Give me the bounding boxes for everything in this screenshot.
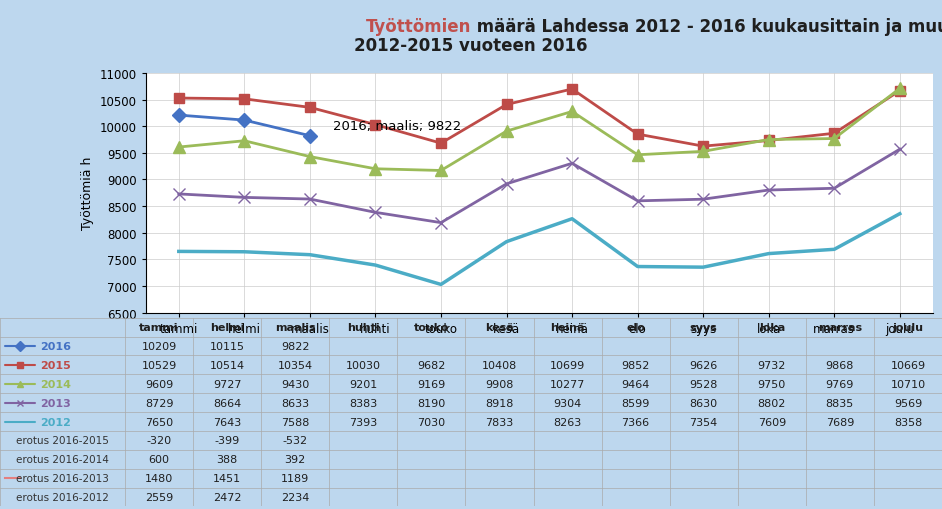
Text: marras: marras: [818, 323, 862, 332]
Text: 10669: 10669: [890, 360, 926, 370]
Text: 1451: 1451: [213, 473, 241, 483]
Text: erotus 2016-2012: erotus 2016-2012: [16, 492, 109, 502]
Text: 388: 388: [217, 455, 237, 464]
Text: 9908: 9908: [485, 379, 513, 389]
Text: 9304: 9304: [553, 398, 581, 408]
Text: 8383: 8383: [349, 398, 378, 408]
Text: 7643: 7643: [213, 417, 241, 427]
Text: 10209: 10209: [141, 342, 177, 351]
Text: 7366: 7366: [622, 417, 650, 427]
Text: syys: syys: [690, 323, 718, 332]
Text: 1480: 1480: [145, 473, 173, 483]
Text: 9750: 9750: [757, 379, 786, 389]
Text: 8664: 8664: [213, 398, 241, 408]
Text: 8263: 8263: [553, 417, 581, 427]
Text: 2559: 2559: [145, 492, 173, 502]
Text: 7689: 7689: [826, 417, 854, 427]
Text: tammi: tammi: [139, 323, 179, 332]
Text: 9727: 9727: [213, 379, 241, 389]
Text: 7609: 7609: [757, 417, 786, 427]
Text: 10277: 10277: [550, 379, 585, 389]
Text: 7833: 7833: [485, 417, 513, 427]
Text: 8729: 8729: [145, 398, 173, 408]
Text: 2234: 2234: [281, 492, 309, 502]
Text: -532: -532: [283, 436, 308, 445]
Text: -399: -399: [215, 436, 240, 445]
Text: 9464: 9464: [622, 379, 650, 389]
Text: 1189: 1189: [281, 473, 309, 483]
Text: elo: elo: [626, 323, 645, 332]
Text: 8633: 8633: [281, 398, 309, 408]
Text: -320: -320: [146, 436, 171, 445]
Text: määrä Lahdessa 2012 - 2016 kuukausittain ja muutos vuosista: määrä Lahdessa 2012 - 2016 kuukausittain…: [471, 18, 942, 36]
Text: 9682: 9682: [417, 360, 446, 370]
Text: 8802: 8802: [757, 398, 786, 408]
Text: maalis: maalis: [275, 323, 316, 332]
Text: 2472: 2472: [213, 492, 241, 502]
Text: loka: loka: [758, 323, 785, 332]
Text: 9569: 9569: [894, 398, 922, 408]
Text: helmi: helmi: [210, 323, 244, 332]
Text: 7030: 7030: [417, 417, 446, 427]
Text: 9852: 9852: [622, 360, 650, 370]
Text: 10115: 10115: [210, 342, 245, 351]
Text: 2016: 2016: [40, 342, 71, 351]
Text: 2013: 2013: [40, 398, 71, 408]
Text: touko: touko: [414, 323, 449, 332]
Text: erotus 2016-2014: erotus 2016-2014: [16, 455, 109, 464]
Text: 9769: 9769: [826, 379, 854, 389]
Text: 8358: 8358: [894, 417, 922, 427]
Text: 2015: 2015: [40, 360, 71, 370]
Text: 8190: 8190: [417, 398, 446, 408]
Text: 10514: 10514: [209, 360, 245, 370]
Text: 9868: 9868: [826, 360, 854, 370]
Text: 2016; maalis; 9822: 2016; maalis; 9822: [333, 120, 461, 132]
Text: 9822: 9822: [281, 342, 310, 351]
Text: 10529: 10529: [141, 360, 177, 370]
Text: 9732: 9732: [757, 360, 786, 370]
Text: huhti: huhti: [347, 323, 380, 332]
Text: kesä: kesä: [485, 323, 513, 332]
Text: joulu: joulu: [892, 323, 923, 332]
Text: 10699: 10699: [550, 360, 585, 370]
Text: 7650: 7650: [145, 417, 173, 427]
Text: heinä: heinä: [550, 323, 585, 332]
Text: 9528: 9528: [690, 379, 718, 389]
Y-axis label: Työttömiä h: Työttömiä h: [81, 157, 94, 230]
Text: 2012-2015 vuoteen 2016: 2012-2015 vuoteen 2016: [354, 37, 588, 54]
Text: 7588: 7588: [281, 417, 309, 427]
Text: 600: 600: [149, 455, 170, 464]
Text: 9169: 9169: [417, 379, 446, 389]
Text: 8835: 8835: [826, 398, 854, 408]
Text: 10030: 10030: [346, 360, 381, 370]
Text: Työttömien: Työttömien: [365, 18, 471, 36]
Text: 8630: 8630: [690, 398, 718, 408]
Text: 9609: 9609: [145, 379, 173, 389]
Text: 7354: 7354: [690, 417, 718, 427]
Text: 10408: 10408: [482, 360, 517, 370]
Text: 392: 392: [284, 455, 306, 464]
Text: 8599: 8599: [622, 398, 650, 408]
Text: 10710: 10710: [890, 379, 926, 389]
Text: 9430: 9430: [281, 379, 309, 389]
Text: 9626: 9626: [690, 360, 718, 370]
Text: 9201: 9201: [349, 379, 378, 389]
Text: 10354: 10354: [278, 360, 313, 370]
Text: erotus 2016-2015: erotus 2016-2015: [16, 436, 109, 445]
Text: 2012: 2012: [40, 417, 71, 427]
Text: 2014: 2014: [40, 379, 71, 389]
Text: 8918: 8918: [485, 398, 513, 408]
Text: 7393: 7393: [349, 417, 378, 427]
Text: erotus 2016-2013: erotus 2016-2013: [16, 473, 109, 483]
